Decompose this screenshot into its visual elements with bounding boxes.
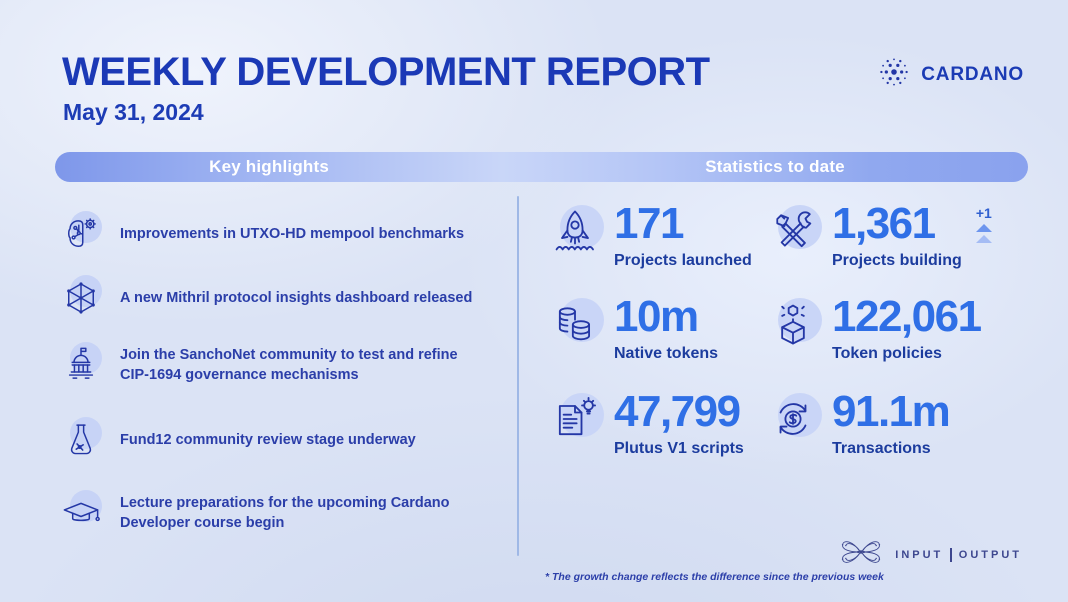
page-title: WEEKLY DEVELOPMENT REPORT	[62, 50, 710, 94]
io-butterfly-icon	[837, 534, 885, 575]
highlight-text: Improvements in UTXO-HD mempool benchmar…	[120, 226, 465, 242]
stat-transactions: 91.1m Transactions	[766, 387, 951, 458]
stat-value: 91.1m	[832, 387, 951, 436]
stat-projects-building: 1,361 Projects building +1	[766, 199, 992, 270]
statistics-heading: Statistics to date	[705, 157, 845, 176]
section-header-bar: Key highlights Statistics to date	[55, 152, 1028, 182]
highlight-text: Join the SanchoNet community to test and…	[120, 347, 458, 383]
stat-label: Token policies	[832, 344, 942, 362]
io-logo-separator	[950, 547, 952, 562]
graduation-cap-icon	[58, 490, 104, 536]
stat-value: 10m	[614, 292, 699, 341]
stat-projects-launched: 171 Projects launched	[548, 199, 752, 270]
stat-value: 122,061	[832, 292, 982, 341]
mithril-lattice-icon	[58, 275, 104, 321]
input-output-logo: INPUT OUTPUT	[837, 534, 1022, 575]
highlight-item: Lecture preparations for the upcoming Ca…	[58, 490, 488, 536]
script-document-icon	[548, 391, 604, 447]
highlight-item: Fund12 community review stage underway	[58, 417, 488, 463]
stat-label: Transactions	[832, 439, 931, 457]
report-date: May 31, 2024	[63, 99, 204, 125]
flask-icon	[58, 417, 104, 463]
highlight-item: A new Mithril protocol insights dashboar…	[58, 275, 488, 321]
growth-arrow-up-icon	[975, 224, 992, 232]
growth-footnote: * The growth change reflects the differe…	[545, 571, 884, 583]
stat-value: 47,799	[614, 387, 741, 436]
key-highlights-heading: Key highlights	[209, 157, 330, 176]
stat-label: Projects building	[832, 251, 962, 269]
tools-icon	[766, 203, 822, 259]
stat-native-tokens: 10m Native tokens	[548, 292, 719, 363]
transactions-icon	[766, 391, 822, 447]
stat-label: Plutus V1 scripts	[614, 439, 744, 457]
ai-chip-icon	[58, 211, 104, 257]
growth-value: +1	[975, 205, 992, 221]
highlight-text: A new Mithril protocol insights dashboar…	[120, 290, 473, 306]
highlight-item: Join the SanchoNet community to test and…	[58, 342, 488, 388]
coins-icon	[548, 296, 604, 352]
io-input-label: INPUT	[895, 548, 944, 561]
token-box-icon	[766, 296, 822, 352]
stat-value: 171	[614, 199, 684, 248]
cardano-logo: CARDANO	[876, 54, 1024, 95]
stat-label: Projects launched	[614, 251, 752, 269]
highlight-text: Lecture preparations for the upcoming Ca…	[120, 495, 450, 531]
stat-value: 1,361	[832, 199, 936, 248]
stat-label: Native tokens	[614, 344, 719, 362]
io-output-label: OUTPUT	[958, 548, 1022, 561]
growth-arrow-up-icon	[975, 235, 992, 243]
cardano-icon	[876, 54, 912, 95]
governance-building-icon	[58, 342, 104, 388]
rocket-icon	[548, 203, 604, 259]
highlight-item: Improvements in UTXO-HD mempool benchmar…	[58, 211, 488, 257]
highlight-text: Fund12 community review stage underway	[120, 432, 416, 448]
growth-indicator: +1	[975, 205, 992, 243]
cardano-wordmark: CARDANO	[921, 63, 1024, 85]
stat-plutus-scripts: 47,799 Plutus V1 scripts	[548, 387, 744, 458]
column-divider	[517, 196, 519, 556]
stat-token-policies: 122,061 Token policies	[766, 292, 982, 363]
